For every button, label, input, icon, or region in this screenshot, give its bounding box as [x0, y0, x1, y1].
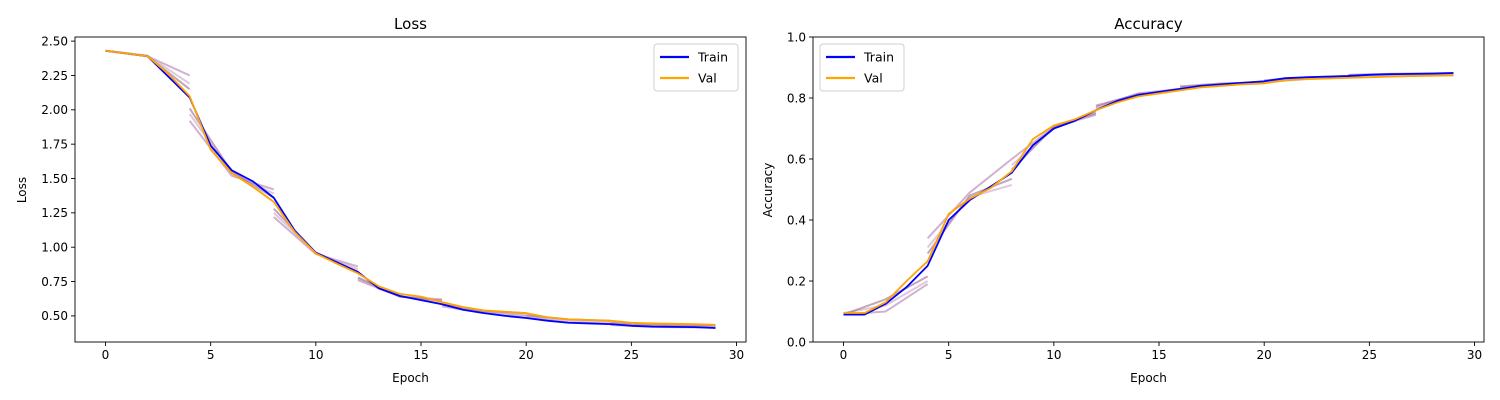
plot-area: 0 5 10 15 20 25 30 0.0 0.2 0.4 0.6 0.8 1.0	[787, 30, 1485, 362]
x-tick-label: 30	[1467, 348, 1482, 362]
loss-chart: Loss 0 5 10 15 20 25 30 0.50 0.75 1.00 1.25 1.50 1.7…	[15, 15, 747, 385]
faded-run-3-segment-7	[610, 321, 716, 327]
faded-run-3-segment-1	[843, 275, 929, 316]
x-tick-label: 15	[1151, 348, 1166, 362]
y-tick-label: 1.25	[41, 206, 68, 220]
x-tick-label: 20	[519, 348, 534, 362]
faded-run-1-segment-2	[188, 120, 275, 191]
axes-frame	[812, 36, 1485, 343]
x-tick-label: 30	[729, 348, 744, 362]
y-axis-label: Accuracy	[761, 163, 775, 218]
x-axis-label: Epoch	[392, 371, 429, 385]
y-tick-label: 1.00	[41, 241, 68, 255]
legend-label-train: Train	[697, 50, 728, 65]
series-line-train	[105, 49, 716, 329]
x-tick-label: 25	[1362, 348, 1377, 362]
y-tick-label: 0.50	[41, 309, 68, 323]
legend-box	[653, 43, 739, 92]
y-tick-label: 0.8	[787, 91, 806, 105]
series-line-val	[105, 49, 716, 326]
axes-frame	[74, 36, 747, 343]
y-tick-label: 1.0	[787, 30, 806, 44]
chart-title: Accuracy	[1114, 15, 1183, 33]
x-tick-label: 20	[1257, 348, 1272, 362]
x-tick-label: 5	[945, 348, 953, 362]
y-tick-label: 0.0	[787, 335, 806, 349]
chart-title: Loss	[394, 15, 427, 33]
y-axis-label: Loss	[15, 177, 29, 203]
y-tick-label: 2.25	[41, 69, 68, 83]
y-tick-label: 0.4	[787, 213, 806, 227]
y-tick-label: 0.2	[787, 274, 806, 288]
legend-label-train: Train	[863, 50, 894, 65]
data-lines	[105, 49, 716, 329]
x-tick-label: 15	[413, 348, 428, 362]
series-line-train	[843, 72, 1454, 316]
y-tick-label: 1.75	[41, 137, 68, 151]
series-line-val	[843, 74, 1454, 314]
y-tick-label: 0.6	[787, 152, 806, 166]
x-tick-label: 0	[840, 348, 848, 362]
y-tick-label: 0.75	[41, 275, 68, 289]
legend: Train Val	[819, 43, 905, 92]
x-tick-label: 10	[308, 348, 323, 362]
legend-label-val: Val	[864, 71, 883, 86]
y-tick-label: 2.00	[41, 103, 68, 117]
legend-box	[819, 43, 905, 92]
x-tick-label: 5	[207, 348, 215, 362]
faded-run-1-segment-2	[926, 158, 1013, 239]
x-tick-label: 25	[624, 348, 639, 362]
legend: Train Val	[653, 43, 739, 92]
y-tick-label: 1.50	[41, 172, 68, 186]
plot-area: 0 5 10 15 20 25 30 0.50 0.75 1.00 1.25 1.50 1.75 2.00…	[41, 34, 747, 362]
x-tick-label: 0	[102, 348, 110, 362]
accuracy-chart: Accuracy 0 5 10 15 20 25 300.00.20.40.60.81.0 …	[761, 15, 1485, 385]
y-tick-label: 2.50	[41, 34, 68, 48]
data-lines	[843, 71, 1454, 316]
legend-label-val: Val	[698, 71, 717, 86]
x-tick-label: 10	[1046, 348, 1061, 362]
x-axis-label: Epoch	[1130, 371, 1167, 385]
